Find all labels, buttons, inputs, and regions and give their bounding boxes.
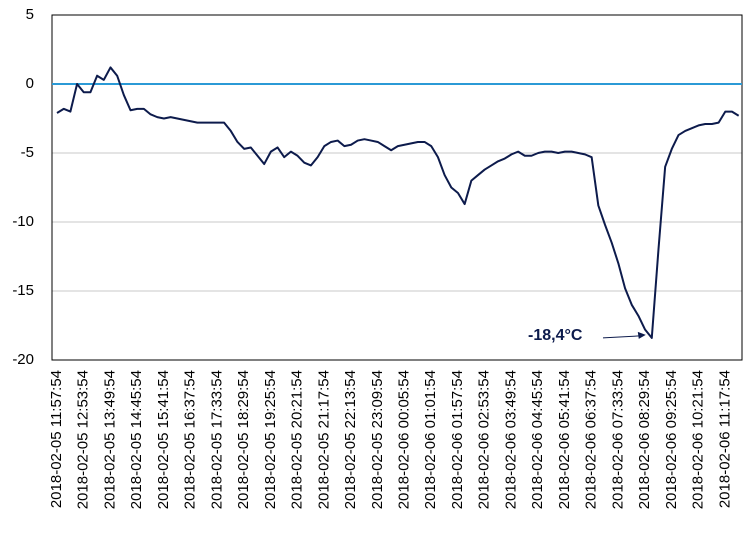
x-tick-label: 2018-02-06 09:25:54 bbox=[663, 370, 680, 509]
x-tick-label: 2018-02-05 12:53:54 bbox=[75, 370, 92, 509]
y-tick-label: -5 bbox=[21, 144, 34, 161]
y-tick-label: -15 bbox=[12, 282, 34, 299]
plot-frame bbox=[51, 14, 743, 361]
x-tick-label: 2018-02-06 01:57:54 bbox=[449, 370, 466, 509]
x-tick-label: 2018-02-05 20:21:54 bbox=[289, 370, 306, 509]
x-tick-label: 2018-02-06 07:33:54 bbox=[609, 370, 626, 509]
y-tick-label: 0 bbox=[26, 75, 34, 92]
y-tick-label: 5 bbox=[26, 6, 34, 23]
y-tick-label: -20 bbox=[12, 351, 34, 368]
x-tick-label: 2018-02-05 21:17:54 bbox=[315, 370, 332, 509]
x-tick-label: 2018-02-05 13:49:54 bbox=[101, 370, 118, 509]
x-tick-label: 2018-02-05 19:25:54 bbox=[262, 370, 279, 509]
x-tick-label: 2018-02-05 17:33:54 bbox=[208, 370, 225, 509]
x-tick-label: 2018-02-05 11:57:54 bbox=[48, 370, 65, 508]
x-tick-label: 2018-02-05 18:29:54 bbox=[235, 370, 252, 509]
x-tick-label: 2018-02-06 04:45:54 bbox=[529, 370, 546, 509]
x-tick-label: 2018-02-06 11:17:54 bbox=[716, 370, 733, 508]
x-tick-label: 2018-02-06 08:29:54 bbox=[636, 370, 653, 509]
x-tick-label: 2018-02-06 06:37:54 bbox=[583, 370, 600, 509]
x-tick-label: 2018-02-05 14:45:54 bbox=[128, 370, 145, 509]
x-tick-label: 2018-02-05 15:41:54 bbox=[155, 370, 172, 509]
arrow-head bbox=[637, 331, 646, 339]
x-tick-label: 2018-02-06 00:05:54 bbox=[395, 370, 412, 509]
line-series bbox=[56, 66, 740, 339]
x-tick-label: 2018-02-06 05:41:54 bbox=[556, 370, 573, 509]
x-tick-label: 2018-02-06 03:49:54 bbox=[502, 370, 519, 509]
y-tick-label: -10 bbox=[12, 213, 34, 230]
x-tick-label: 2018-02-06 01:01:54 bbox=[422, 370, 439, 509]
annotation-arrow bbox=[602, 335, 640, 339]
x-tick-label: 2018-02-06 02:53:54 bbox=[476, 370, 493, 509]
annotation: -18,4°C bbox=[528, 327, 583, 344]
x-tick-label: 2018-02-06 10:21:54 bbox=[690, 370, 707, 509]
x-tick-label: 2018-02-05 16:37:54 bbox=[182, 370, 199, 509]
x-tick-label: 2018-02-05 23:09:54 bbox=[369, 370, 386, 509]
x-tick-label: 2018-02-05 22:13:54 bbox=[342, 370, 359, 509]
